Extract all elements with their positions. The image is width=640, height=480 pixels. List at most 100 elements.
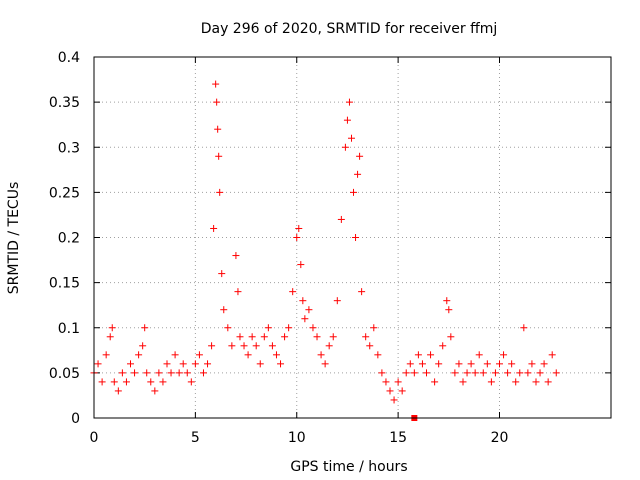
data-point [435, 360, 443, 368]
data-point [333, 297, 341, 305]
data-point [483, 360, 491, 368]
data-point [214, 125, 222, 133]
data-point [532, 378, 540, 386]
data-point [341, 143, 349, 151]
x-tick-label: 10 [288, 430, 306, 446]
data-point [455, 360, 463, 368]
data-point [451, 369, 459, 377]
data-point [110, 378, 118, 386]
data-point [350, 188, 358, 196]
data-point [215, 152, 223, 160]
data-point [216, 188, 224, 196]
y-tick-label: 0 [71, 411, 80, 427]
data-point [495, 360, 503, 368]
data-point [281, 333, 289, 341]
data-point [285, 324, 293, 332]
data-point [289, 288, 297, 296]
data-point [102, 351, 110, 359]
data-point [277, 360, 285, 368]
data-point [248, 333, 256, 341]
data-point [347, 134, 355, 142]
data-point [414, 351, 422, 359]
data-point [131, 369, 139, 377]
y-axis-label: SRMTID / TECUs [6, 182, 22, 295]
data-point [378, 369, 386, 377]
data-point [398, 387, 406, 395]
data-point [204, 360, 212, 368]
data-point [264, 324, 272, 332]
data-point [293, 234, 301, 241]
data-point [135, 351, 143, 359]
data-point [352, 234, 360, 241]
data-point [236, 333, 244, 341]
axes-layer: 0 0.05 0.1 0.15 0.2 0.25 0.3 0.35 0.4 0 5 10 15 20 [49, 50, 611, 446]
data-point [536, 369, 544, 377]
data-point [512, 378, 520, 386]
data-point [295, 224, 303, 232]
data-point [423, 369, 431, 377]
data-point [159, 378, 167, 386]
data-point [445, 306, 453, 314]
data-points-layer [90, 80, 560, 421]
data-point [459, 378, 467, 386]
y-tick-label: 0.25 [49, 185, 80, 201]
x-tick-label: 5 [191, 430, 200, 446]
data-point [305, 306, 313, 314]
data-point [122, 378, 130, 386]
data-point [321, 360, 329, 368]
data-point [313, 333, 321, 341]
data-point [268, 342, 276, 350]
data-point [175, 369, 183, 377]
data-point [475, 351, 483, 359]
data-point [500, 351, 508, 359]
data-point [548, 351, 556, 359]
data-point [325, 342, 333, 350]
data-point [94, 360, 102, 368]
data-point [118, 369, 126, 377]
data-point [179, 360, 187, 368]
data-point [329, 333, 337, 341]
data-point [98, 378, 106, 386]
data-point [410, 369, 418, 377]
data-point [439, 342, 447, 350]
data-point [394, 378, 402, 386]
y-tick-label: 0.1 [58, 321, 80, 337]
data-point [366, 342, 374, 350]
data-point [343, 116, 351, 124]
data-point [141, 324, 149, 332]
data-point [155, 369, 163, 377]
grid-layer [94, 57, 611, 418]
data-point [163, 360, 171, 368]
data-point [114, 387, 122, 395]
data-point [151, 387, 159, 395]
plot-frame [93, 56, 612, 419]
data-point [108, 324, 116, 332]
y-tick-label: 0.15 [49, 276, 80, 292]
data-point [252, 342, 260, 350]
x-tick-label: 0 [90, 430, 99, 446]
data-point [447, 333, 455, 341]
data-point [213, 98, 221, 106]
data-point [139, 342, 147, 350]
data-point [301, 315, 309, 323]
data-point [199, 369, 207, 377]
data-point [210, 224, 218, 232]
data-point [244, 351, 252, 359]
data-point [297, 261, 305, 269]
data-point [187, 378, 195, 386]
data-point [167, 369, 175, 377]
data-point [508, 360, 516, 368]
data-point [260, 333, 268, 341]
data-point [390, 396, 398, 404]
data-point [337, 215, 345, 223]
data-point [234, 288, 242, 296]
data-point [345, 98, 353, 106]
data-point [479, 369, 487, 377]
x-tick-label: 20 [491, 430, 509, 446]
data-point [471, 369, 479, 377]
data-point [418, 360, 426, 368]
data-point [358, 288, 366, 296]
data-point [491, 369, 499, 377]
